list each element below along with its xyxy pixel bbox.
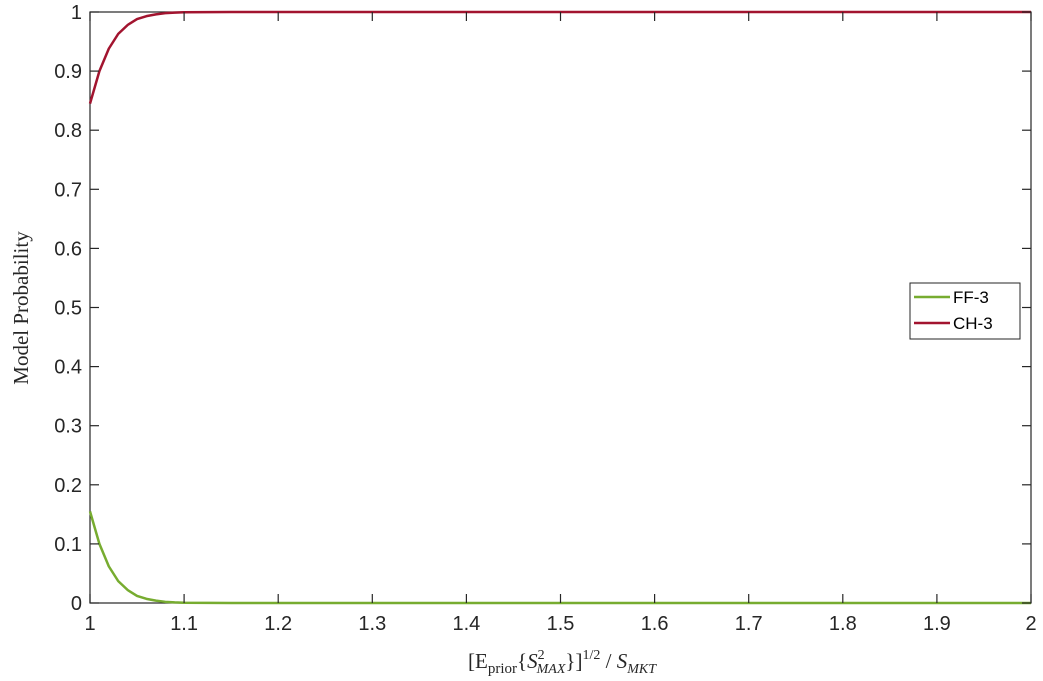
y-tick-label: 0.7 [54,179,82,201]
x-tick-label: 1.5 [547,613,575,635]
y-tick-label: 0.4 [54,357,82,379]
y-tick-label: 0.3 [54,416,82,438]
y-tick-label: 0.5 [54,298,82,320]
x-tick-label: 1.3 [358,613,386,635]
x-tick-label: 1.9 [923,613,951,635]
legend: FF-3 CH-3 [909,282,1021,340]
y-tick-label: 0.8 [54,120,82,142]
axes-frame [89,11,1032,604]
y-axis-label: Model Probability [9,231,33,385]
y-tick-label: 0 [71,593,82,615]
x-tick-label: 1 [84,613,95,635]
legend-label-ff-3: FF-3 [953,288,989,307]
x-tick-label: 1.4 [452,613,480,635]
x-tick-label: 2 [1025,613,1036,635]
series-layer [88,10,1031,605]
plot-area [89,11,1032,604]
x-tick-label: 1.8 [829,613,857,635]
x-tick-label: 1.7 [735,613,763,635]
legend-box [909,282,1021,340]
y-tick-label: 0.9 [54,61,82,83]
series-line-ff-3 [88,511,1031,605]
y-tick-label: 0.2 [54,475,82,497]
y-tick-label: 0.6 [54,238,82,260]
x-tick-label: 1.6 [641,613,669,635]
legend-label-ch-3: CH-3 [953,314,993,333]
y-tick-label: 0.1 [54,534,82,556]
series-line-ch-3 [88,10,1031,104]
x-axis-label: [Eprior{S2 MAX}]1/2 / SMKT [468,648,657,677]
x-tick-label: 1.1 [170,613,198,635]
ticks-layer: 1 1.1 1.2 1.3 1.4 1.5 1.6 1.7 1.8 1.9 2 0 0.1 0.2 0.3 0… [54,2,1036,635]
y-tick-label: 1 [71,2,82,24]
x-tick-label: 1.2 [264,613,292,635]
